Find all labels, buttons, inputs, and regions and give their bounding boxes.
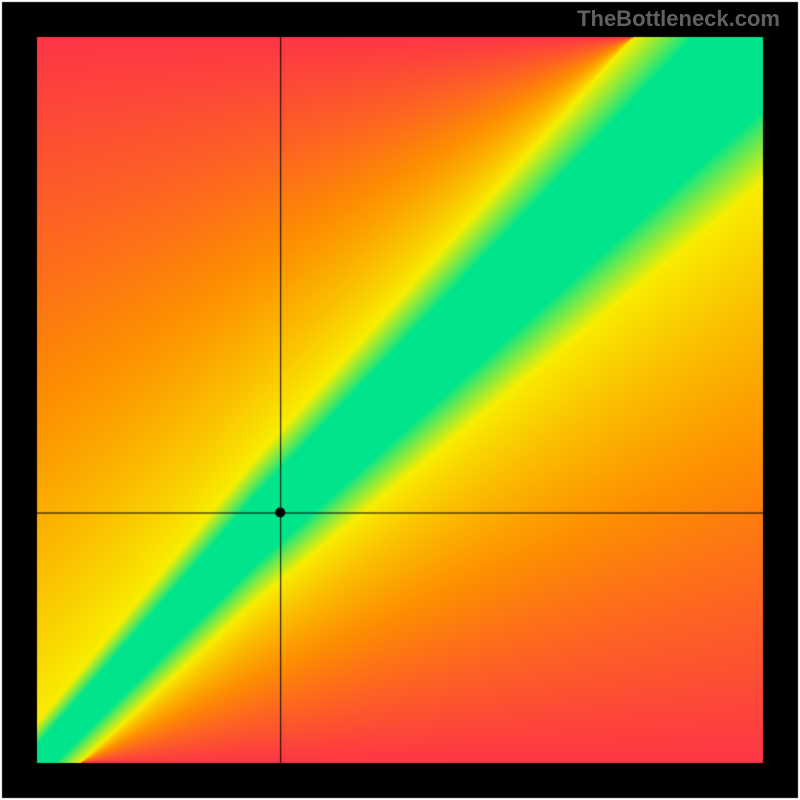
bottleneck-heatmap-chart bbox=[0, 0, 800, 800]
chart-container: TheBottleneck.com bbox=[0, 0, 800, 800]
watermark-text: TheBottleneck.com bbox=[577, 6, 780, 32]
